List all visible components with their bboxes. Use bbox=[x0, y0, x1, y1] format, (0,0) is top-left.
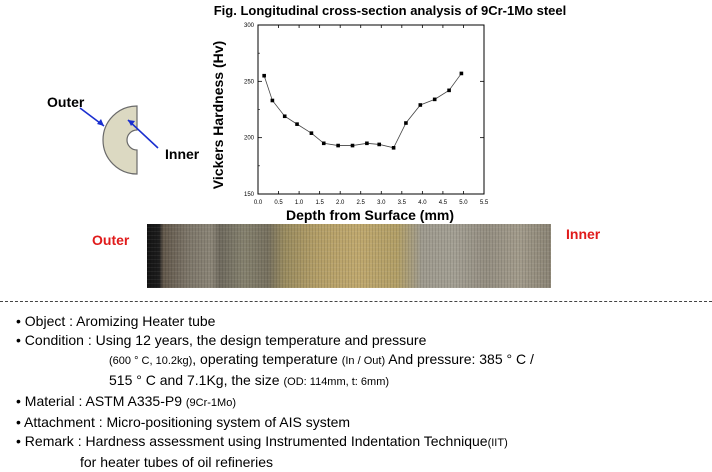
data-point bbox=[270, 98, 275, 103]
note-text: , operating temperature bbox=[192, 351, 338, 367]
plot-frame bbox=[257, 24, 485, 195]
bullet-icon: • bbox=[16, 332, 21, 348]
diagram-inner-label: Inner bbox=[165, 146, 200, 162]
x-tick-label: 1.5 bbox=[315, 200, 324, 206]
x-tick-label: 5.0 bbox=[459, 200, 468, 206]
tube-section-diagram bbox=[79, 105, 159, 175]
data-point bbox=[447, 88, 451, 93]
note-text: Attachment : Micro-positioning system of… bbox=[24, 414, 351, 430]
data-point bbox=[309, 131, 314, 135]
x-tick-label: 3.5 bbox=[398, 200, 407, 206]
note-small-text: (OD: 114mm, t: 6mm) bbox=[283, 376, 390, 388]
x-tick-label: 2.5 bbox=[357, 200, 366, 206]
note-condition-cont-1: (600 ° C, 10.2kg), operating temperature… bbox=[16, 350, 534, 371]
note-text: Remark : Hardness assessment using Instr… bbox=[24, 433, 488, 449]
data-point bbox=[459, 71, 464, 76]
x-tick-label: 2.0 bbox=[336, 200, 345, 206]
note-small-text: (9Cr-1Mo) bbox=[185, 397, 236, 409]
notes-list: • Object : Aromizing Heater tube • Condi… bbox=[16, 312, 534, 472]
note-text: Material : ASTM A335-P9 bbox=[24, 393, 182, 409]
note-small-text: (600 ° C, 10.2kg) bbox=[109, 355, 193, 367]
inner-arrowhead-icon bbox=[128, 120, 135, 126]
note-remark: • Remark : Hardness assessment using Ins… bbox=[16, 432, 534, 453]
bullet-icon: • bbox=[16, 393, 21, 409]
data-point bbox=[282, 114, 287, 119]
outer-arrowhead-icon bbox=[97, 119, 104, 126]
x-axis-label: Depth from Surface (mm) bbox=[285, 207, 455, 223]
data-point bbox=[336, 143, 340, 148]
strip-inner-label: Inner bbox=[566, 226, 601, 242]
x-tick-label: 0.5 bbox=[274, 200, 283, 206]
y-tick-label: 300 bbox=[244, 23, 255, 29]
bullet-icon: • bbox=[16, 313, 21, 329]
note-small-text: (IIT) bbox=[487, 437, 508, 449]
y-tick-label: 150 bbox=[244, 192, 255, 198]
y-tick-label: 200 bbox=[244, 136, 255, 142]
note-condition-cont-2: 515 ° C and 7.1Kg, the size (OD: 114mm, … bbox=[16, 371, 534, 392]
x-tick-label: 5.5 bbox=[480, 200, 489, 206]
x-tick-label: 0.0 bbox=[254, 200, 263, 206]
note-condition: • Condition : Using 12 years, the design… bbox=[16, 331, 534, 350]
data-point bbox=[262, 73, 266, 78]
inner-arrow-icon bbox=[127, 119, 159, 149]
data-point bbox=[418, 103, 423, 107]
strip-outer-label: Outer bbox=[92, 232, 130, 248]
data-point bbox=[321, 141, 326, 146]
data-point bbox=[350, 143, 355, 148]
data-point bbox=[432, 97, 437, 102]
y-tick-label: 250 bbox=[244, 79, 255, 85]
note-attachment: • Attachment : Micro-positioning system … bbox=[16, 413, 534, 432]
note-small-text: (In / Out) bbox=[341, 355, 386, 367]
note-material: • Material : ASTM A335-P9 (9Cr-1Mo) bbox=[16, 392, 534, 413]
x-tick-label: 4.5 bbox=[439, 200, 448, 206]
data-point bbox=[365, 141, 369, 146]
bullet-icon: • bbox=[16, 433, 21, 449]
x-tick-label: 3.0 bbox=[377, 200, 386, 206]
note-text: 515 ° C and 7.1Kg, the size bbox=[109, 372, 280, 388]
note-text: Condition : Using 12 years, the design t… bbox=[24, 332, 427, 348]
figure-title: Fig. Longitudinal cross-section analysis… bbox=[213, 3, 567, 18]
cross-section-micrograph bbox=[147, 224, 551, 288]
note-text: And pressure: 385 ° C / bbox=[385, 351, 534, 367]
diagram-outer-label: Outer bbox=[47, 94, 85, 110]
hardness-series-line bbox=[263, 73, 462, 149]
x-tick-label: 1.0 bbox=[295, 200, 304, 206]
tube-ring-shape bbox=[102, 105, 138, 175]
section-divider bbox=[0, 301, 712, 302]
note-remark-cont: for heater tubes of oil refineries bbox=[16, 453, 534, 472]
note-object: • Object : Aromizing Heater tube bbox=[16, 312, 534, 331]
data-point bbox=[295, 122, 299, 126]
bullet-icon: • bbox=[16, 414, 21, 430]
note-text: for heater tubes of oil refineries bbox=[80, 454, 273, 470]
hardness-chart: 0.0 0.5 1.0 1.5 2.0 2.5 3.0 3.5 4.0 4.5 5.0 5.5 150 2… bbox=[244, 23, 489, 206]
data-point bbox=[404, 121, 408, 125]
data-point bbox=[377, 142, 382, 147]
x-tick-label: 4.0 bbox=[418, 200, 427, 206]
data-point bbox=[391, 146, 396, 150]
note-text: Object : Aromizing Heater tube bbox=[24, 313, 216, 329]
